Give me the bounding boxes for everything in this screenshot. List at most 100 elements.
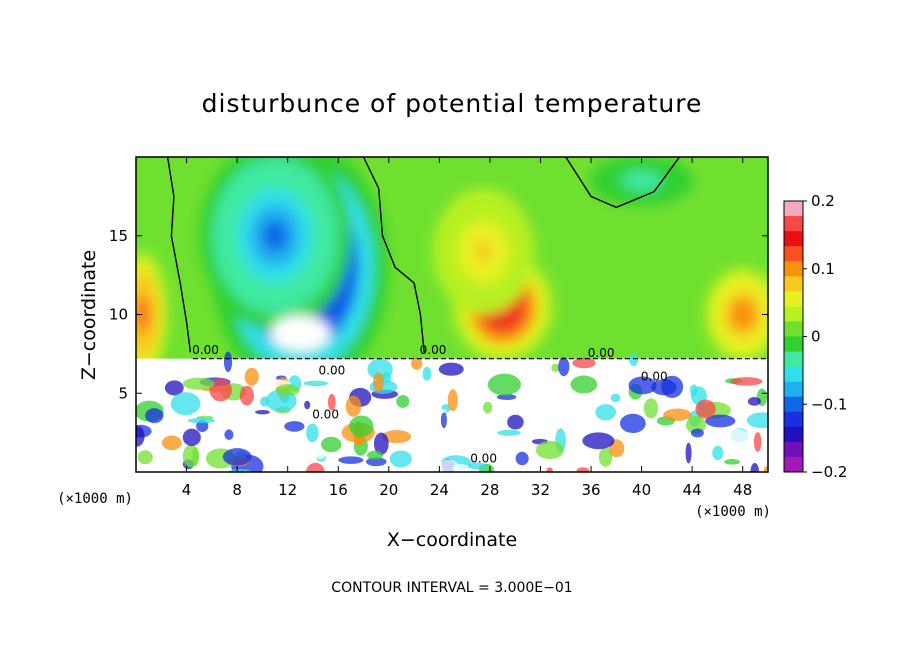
- x-unit-left: (×1000 m): [57, 491, 133, 507]
- lower-region-eddy: [620, 413, 646, 434]
- lower-region-eddy: [187, 417, 215, 424]
- lower-region-eddy: [746, 412, 768, 429]
- lower-region-eddy: [685, 442, 692, 464]
- lower-region-eddy: [255, 409, 270, 415]
- lower-region-eddy: [421, 408, 447, 415]
- lower-region-eddy: [695, 399, 716, 419]
- colorbar-swatch: [784, 201, 803, 217]
- lower-region-eddy: [182, 377, 215, 390]
- lower-region-eddy: [192, 447, 199, 467]
- chart-title: disturbunce of potential temperature: [202, 89, 703, 118]
- lower-region-eddy: [373, 432, 389, 455]
- lower-region-eddy: [730, 377, 763, 386]
- lower-region-eddy: [315, 449, 326, 460]
- contour-label: 0.00: [192, 343, 219, 357]
- x-tick-label: 32: [531, 481, 550, 499]
- lower-region-eddy: [507, 414, 524, 430]
- lower-region-eddy: [465, 413, 475, 436]
- x-tick-label: 8: [232, 481, 242, 499]
- lower-region-eddy: [164, 380, 184, 396]
- lower-region-eddy: [239, 385, 254, 406]
- colorbar-swatch: [784, 336, 803, 353]
- contour-layer: [166, 157, 768, 360]
- lower-region-eddy: [558, 357, 570, 377]
- contour-label: 0.00: [420, 343, 447, 357]
- lower-region-eddy: [447, 389, 458, 412]
- contour-label: 0.00: [312, 407, 339, 421]
- y-tick-label: 15: [109, 227, 128, 245]
- colorbar-swatch: [784, 381, 803, 398]
- lower-region-eddy: [413, 376, 430, 400]
- lower-region-eddy: [763, 466, 768, 472]
- lower-region-eddy: [145, 408, 164, 424]
- lower-region-eddy: [275, 384, 300, 397]
- y-tick-label: 10: [109, 306, 128, 324]
- colorbar-swatch: [784, 246, 803, 262]
- lower-region-eddy: [482, 401, 493, 414]
- y-axis-label: Z−coordinate: [78, 250, 100, 380]
- lower-region-eddy: [595, 404, 617, 421]
- lower-region-eddy: [724, 459, 740, 465]
- lower-region-eddy: [209, 378, 232, 402]
- zero-contour-line: [166, 157, 192, 353]
- plot-area: [136, 157, 768, 472]
- lower-region-eddy: [260, 396, 270, 407]
- lower-region-eddy: [389, 450, 412, 468]
- lower-region-eddy: [747, 396, 761, 406]
- colorbar-swatch: [784, 441, 803, 458]
- contour-label: 0.00: [470, 452, 497, 466]
- field-blob-6-5: [736, 306, 750, 323]
- lower-region-eddy: [438, 362, 464, 376]
- x-tick-label: 16: [329, 481, 348, 499]
- colorbar-swatch: [784, 261, 803, 277]
- lower-region-eddy: [313, 360, 337, 368]
- lower-region-eddy: [244, 367, 259, 386]
- colorbar-swatch: [784, 291, 803, 307]
- lower-region-eddy: [487, 373, 521, 396]
- colorbar-swatch: [784, 411, 803, 428]
- lower-region-eddy: [610, 393, 621, 403]
- field-blob-4-5: [475, 241, 493, 262]
- lower-region-eddy: [643, 398, 659, 419]
- lower-region-eddy: [349, 415, 374, 437]
- lower-region-eddy: [345, 395, 362, 417]
- lower-region-eddy: [182, 428, 201, 447]
- field-blob-1-5: [262, 220, 288, 252]
- colorbar-swatch: [784, 306, 803, 322]
- field-blob-2-5: [631, 175, 653, 186]
- lower-region-eddy: [303, 380, 328, 387]
- x-unit-right: (×1000 m): [695, 504, 771, 520]
- lower-region-eddy: [468, 462, 487, 470]
- lower-region-eddy: [382, 429, 412, 444]
- lower-region-eddy: [304, 400, 311, 410]
- lower-region-eddy: [750, 463, 760, 472]
- lower-region-eddy: [396, 394, 410, 408]
- lower-region-eddy: [284, 421, 305, 432]
- lower-region-eddy: [576, 417, 607, 437]
- lower-region-eddy: [515, 451, 529, 466]
- lower-region-eddy: [437, 459, 460, 472]
- lower-region-eddy: [372, 372, 384, 393]
- lower-region-eddy: [422, 366, 432, 381]
- x-tick-label: 28: [480, 481, 499, 499]
- x-tick-label: 4: [182, 481, 192, 499]
- colorbar-swatch: [784, 396, 803, 413]
- lower-region-eddy: [338, 456, 364, 464]
- contour-label: 0.00: [319, 363, 346, 377]
- colorbar-swatch: [784, 231, 803, 247]
- lower-region-eddy: [440, 411, 447, 429]
- x-axis-label: X−coordinate: [387, 529, 517, 551]
- lower-region-eddy: [136, 425, 145, 447]
- x-axis: 4 8 12 16 20 24 28 32 36 40 44 48: [182, 157, 752, 499]
- lower-region-eddy: [570, 375, 598, 394]
- x-tick-label: 20: [379, 481, 398, 499]
- lower-region-eddy: [732, 357, 764, 377]
- lower-region-eddy: [137, 450, 153, 465]
- lower-region-eddy: [582, 432, 615, 450]
- colorbar: 0.2 0.1 0 −0.1 −0.2: [783, 192, 847, 481]
- y-tick-label: 5: [118, 384, 128, 402]
- x-tick-label: 44: [683, 481, 702, 499]
- lower-region-eddy: [496, 394, 517, 400]
- lower-region-eddy: [224, 429, 234, 440]
- colorbar-swatch: [784, 216, 803, 232]
